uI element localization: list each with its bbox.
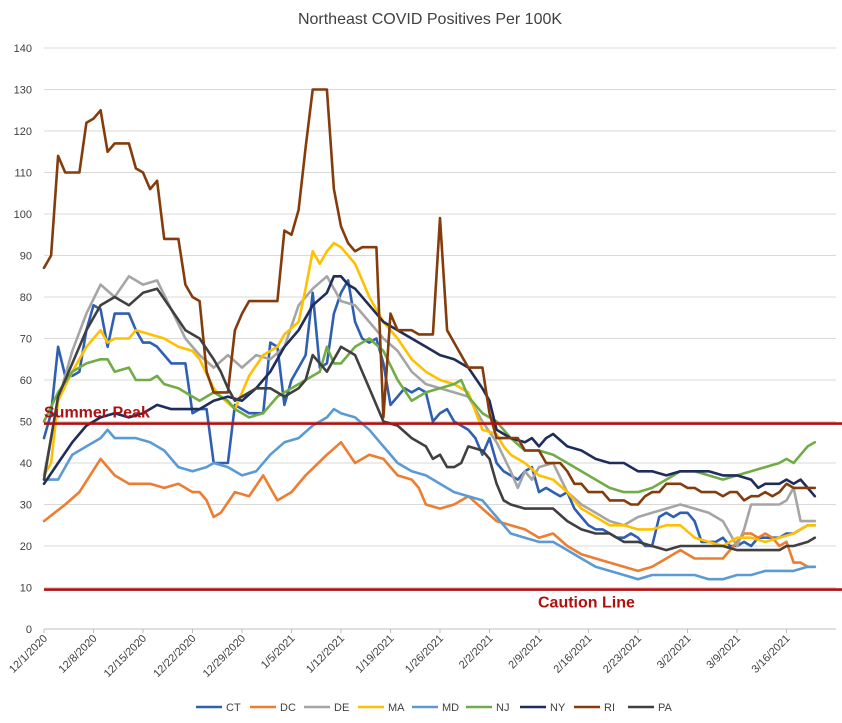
x-tick-label: 1/5/2021 xyxy=(259,633,298,672)
y-tick-label: 70 xyxy=(20,334,32,346)
x-tick-label: 12/15/2020 xyxy=(102,633,149,680)
series-line-nj xyxy=(42,337,817,494)
legend-label-ri: RI xyxy=(604,702,615,714)
legend-label-pa: PA xyxy=(658,702,673,714)
series-line-ri xyxy=(42,88,817,506)
gridlines xyxy=(44,47,836,630)
legend: CT DC DE MA MD NJ NY RI PA xyxy=(196,702,673,714)
y-axis: 0 10 20 30 40 50 60 70 80 90 100 110 120 130 140 xyxy=(14,43,32,636)
series-lines xyxy=(42,88,817,581)
x-tick-label: 12/29/2020 xyxy=(201,633,248,680)
x-tick-label: 1/26/2021 xyxy=(403,633,446,676)
y-tick-label: 60 xyxy=(20,375,32,387)
series-line-md xyxy=(42,407,817,581)
reference-label: Summer Peak xyxy=(44,405,150,422)
series-line-ma xyxy=(42,241,817,548)
x-tick-label: 3/9/2021 xyxy=(704,633,743,672)
y-tick-label: 30 xyxy=(20,500,32,512)
y-tick-label: 10 xyxy=(20,583,32,595)
legend-label-de: DE xyxy=(334,702,349,714)
y-tick-label: 20 xyxy=(20,541,32,553)
x-tick-label: 1/12/2021 xyxy=(304,633,347,676)
legend-label-nj: NJ xyxy=(496,702,509,714)
series-line-ny xyxy=(42,275,817,498)
legend-label-ny: NY xyxy=(550,702,566,714)
x-tick-label: 12/22/2020 xyxy=(151,633,198,680)
y-tick-label: 130 xyxy=(14,85,32,97)
series-line-dc xyxy=(42,441,817,573)
y-tick-label: 110 xyxy=(14,168,32,180)
y-tick-label: 0 xyxy=(26,624,32,636)
y-tick-label: 90 xyxy=(20,251,32,263)
legend-label-dc: DC xyxy=(280,702,296,714)
x-tick-label: 2/2/2021 xyxy=(457,633,496,672)
y-tick-label: 140 xyxy=(14,43,32,55)
legend-label-ma: MA xyxy=(388,702,405,714)
y-tick-label: 100 xyxy=(14,209,32,221)
series-line-ct xyxy=(42,279,817,548)
y-tick-label: 80 xyxy=(20,292,32,304)
legend-label-ct: CT xyxy=(226,702,241,714)
chart-title: Northeast COVID Positives Per 100K xyxy=(298,11,562,28)
x-tick-label: 2/23/2021 xyxy=(601,633,644,676)
reference-label: Caution Line xyxy=(538,595,635,612)
x-tick-label: 2/16/2021 xyxy=(552,633,595,676)
y-tick-label: 40 xyxy=(20,458,32,470)
x-tick-label: 2/9/2021 xyxy=(506,633,545,672)
y-tick-label: 50 xyxy=(20,417,32,429)
x-tick-label: 12/8/2020 xyxy=(57,633,100,676)
x-tick-label: 1/19/2021 xyxy=(354,633,397,676)
x-tick-label: 12/1/2020 xyxy=(7,633,50,676)
series-line-pa xyxy=(42,287,817,552)
x-axis: 12/1/2020 12/8/2020 12/15/2020 12/22/2020 12… xyxy=(7,628,836,680)
y-tick-label: 120 xyxy=(14,126,32,138)
reference-lines: Summer Peak Caution Line xyxy=(44,405,842,612)
legend-label-md: MD xyxy=(442,702,459,714)
x-tick-label: 3/2/2021 xyxy=(655,633,694,672)
x-tick-label: 3/16/2021 xyxy=(750,633,793,676)
